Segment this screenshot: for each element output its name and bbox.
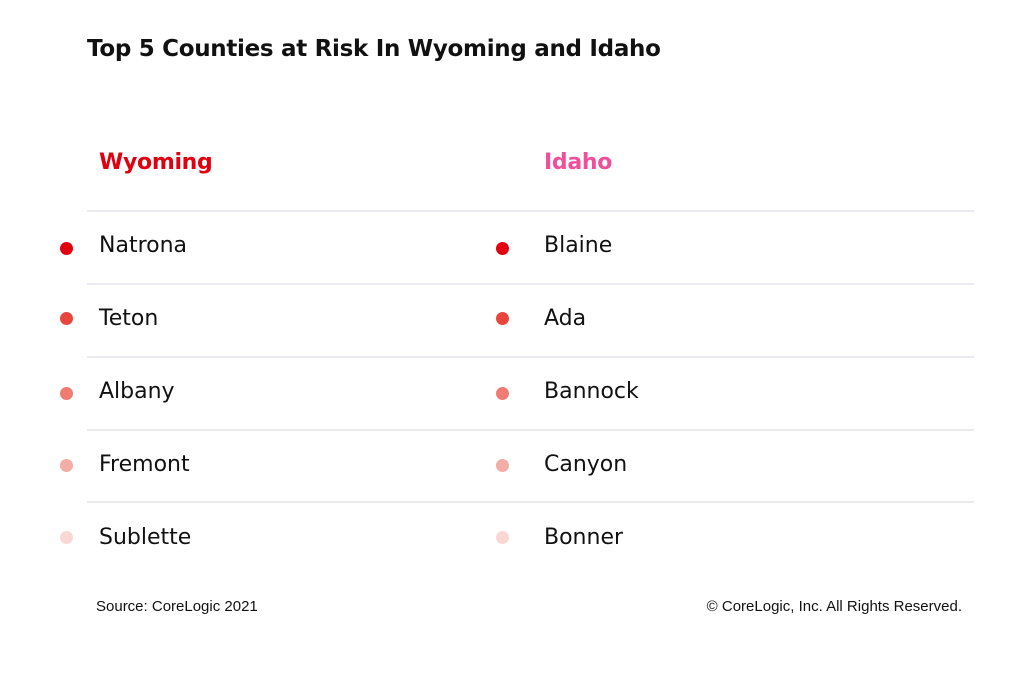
county-wyoming-2: Teton [99, 306, 159, 331]
row-divider [87, 356, 974, 358]
county-idaho-4: Canyon [544, 452, 628, 477]
column-header-wyoming: Wyoming [99, 150, 213, 175]
copyright-note: © CoreLogic, Inc. All Rights Reserved. [706, 598, 962, 615]
source-note: Source: CoreLogic 2021 [96, 598, 258, 615]
row-divider [87, 501, 974, 503]
county-wyoming-3: Albany [99, 379, 175, 404]
rank-dot-wyoming-1 [60, 241, 73, 255]
rank-dot-wyoming-2 [60, 311, 73, 325]
county-wyoming-4: Fremont [99, 452, 190, 477]
county-idaho-5: Bonner [544, 525, 624, 550]
column-header-idaho: Idaho [544, 150, 613, 175]
chart-title: Top 5 Counties at Risk In Wyoming and Id… [87, 36, 661, 62]
rank-dot-idaho-1 [496, 241, 509, 255]
county-idaho-3: Bannock [544, 379, 639, 404]
rank-dot-wyoming-5 [60, 530, 73, 544]
county-wyoming-5: Sublette [99, 525, 192, 550]
rank-dot-idaho-2 [496, 311, 509, 325]
rank-dot-wyoming-4 [60, 458, 73, 472]
county-idaho-1: Blaine [544, 233, 613, 258]
county-wyoming-1: Natrona [99, 233, 188, 258]
county-idaho-2: Ada [544, 306, 587, 331]
row-divider [87, 429, 974, 431]
row-divider [87, 283, 974, 285]
rank-dot-idaho-4 [496, 458, 509, 472]
rank-dot-idaho-5 [496, 530, 509, 544]
rank-dot-wyoming-3 [60, 386, 73, 400]
rank-dot-idaho-3 [496, 386, 509, 400]
row-divider [87, 210, 974, 212]
